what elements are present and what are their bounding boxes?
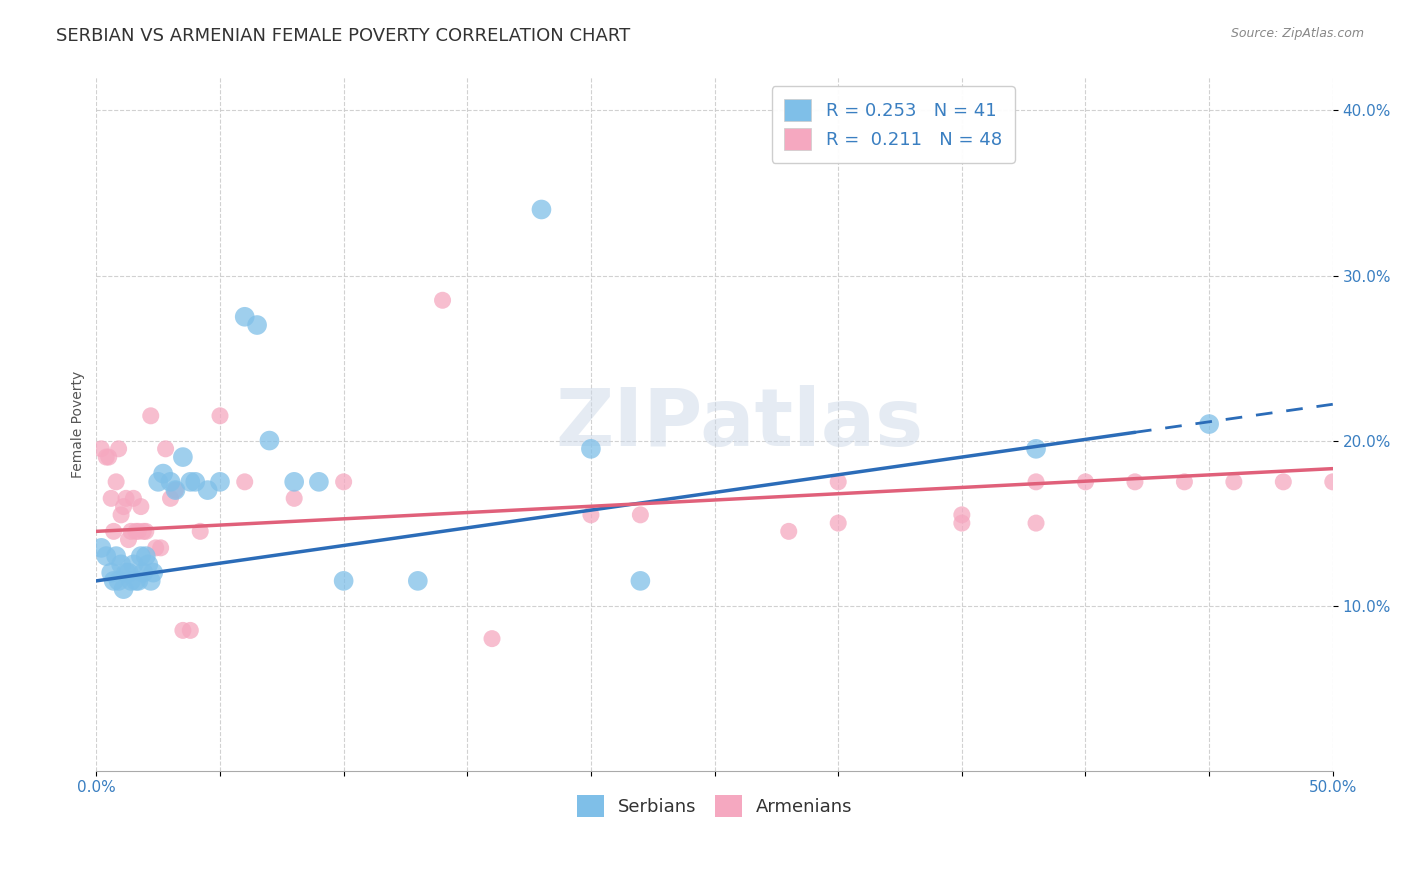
Point (136, 558, 159, 572)
Point (165, 483, 187, 497)
Point (96, 450, 118, 464)
Point (152, 467, 174, 481)
Point (1223, 475, 1246, 489)
Point (283, 491, 305, 506)
Point (145, 541, 167, 555)
Point (778, 524, 800, 539)
Point (179, 624, 201, 638)
Point (142, 566, 165, 580)
Point (149, 541, 172, 555)
Point (135, 524, 157, 539)
Point (110, 558, 132, 572)
Point (628, 508, 651, 522)
Point (1123, 475, 1146, 489)
Point (827, 475, 849, 489)
Point (90, 442, 112, 456)
Point (117, 533, 139, 547)
Point (432, 293, 454, 308)
Point (125, 574, 148, 588)
Point (139, 409, 162, 423)
Point (1173, 475, 1195, 489)
Point (184, 475, 207, 489)
Point (259, 434, 281, 448)
Point (112, 582, 135, 596)
Text: SERBIAN VS ARMENIAN FEMALE POVERTY CORRELATION CHART: SERBIAN VS ARMENIAN FEMALE POVERTY CORRE… (56, 27, 630, 45)
Point (406, 574, 429, 588)
Point (127, 524, 149, 539)
Point (165, 483, 187, 497)
Text: Source: ZipAtlas.com: Source: ZipAtlas.com (1230, 27, 1364, 40)
Point (159, 475, 181, 489)
Point (827, 516, 849, 530)
Y-axis label: Female Poverty: Female Poverty (72, 370, 86, 478)
Point (172, 450, 194, 464)
Point (246, 318, 269, 332)
Point (103, 574, 125, 588)
Point (579, 442, 602, 456)
Point (950, 508, 973, 522)
Point (107, 574, 129, 588)
Point (1198, 417, 1220, 431)
Point (1025, 442, 1047, 456)
Point (208, 409, 231, 423)
Point (146, 475, 169, 489)
Point (530, 202, 553, 217)
Point (96, 549, 118, 563)
Point (125, 524, 148, 539)
Point (188, 524, 211, 539)
Point (1074, 475, 1097, 489)
Point (950, 516, 973, 530)
Point (115, 491, 138, 506)
Point (1025, 475, 1047, 489)
Point (135, 549, 157, 563)
Point (332, 475, 354, 489)
Point (129, 549, 152, 563)
Point (208, 475, 231, 489)
Text: ZIPatlas: ZIPatlas (555, 385, 924, 463)
Point (139, 574, 162, 588)
Point (122, 558, 145, 572)
Point (120, 524, 142, 539)
Point (132, 566, 155, 580)
Legend: Serbians, Armenians: Serbians, Armenians (569, 788, 860, 824)
Point (132, 524, 155, 539)
Point (481, 632, 503, 646)
Point (100, 566, 122, 580)
Point (1025, 516, 1047, 530)
Point (112, 500, 135, 514)
Point (115, 566, 138, 580)
Point (105, 549, 128, 563)
Point (1322, 475, 1344, 489)
Point (107, 442, 129, 456)
Point (155, 442, 177, 456)
Point (129, 500, 152, 514)
Point (122, 491, 145, 506)
Point (332, 574, 354, 588)
Point (179, 475, 201, 489)
Point (110, 508, 132, 522)
Point (283, 475, 305, 489)
Point (172, 624, 194, 638)
Point (579, 508, 602, 522)
Point (90, 541, 112, 555)
Point (308, 475, 330, 489)
Point (197, 483, 219, 497)
Point (233, 475, 256, 489)
Point (100, 491, 122, 506)
Point (105, 475, 128, 489)
Point (233, 310, 256, 324)
Point (1272, 475, 1295, 489)
Point (117, 566, 139, 580)
Point (159, 491, 181, 506)
Point (103, 524, 125, 539)
Point (120, 574, 142, 588)
Point (127, 574, 149, 588)
Point (628, 574, 651, 588)
Point (97, 450, 120, 464)
